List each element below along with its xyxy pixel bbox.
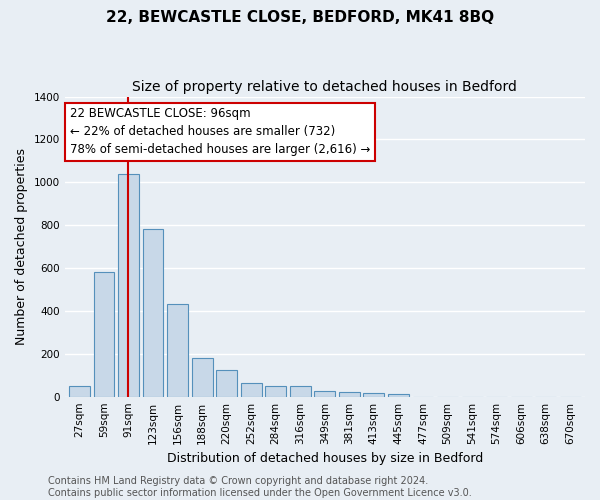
Text: 22 BEWCASTLE CLOSE: 96sqm
← 22% of detached houses are smaller (732)
78% of semi: 22 BEWCASTLE CLOSE: 96sqm ← 22% of detac… <box>70 108 370 156</box>
Bar <box>143 230 163 396</box>
Bar <box>69 386 90 396</box>
Bar <box>290 386 311 396</box>
Bar <box>241 382 262 396</box>
X-axis label: Distribution of detached houses by size in Bedford: Distribution of detached houses by size … <box>167 452 483 465</box>
Bar <box>94 272 115 396</box>
Title: Size of property relative to detached houses in Bedford: Size of property relative to detached ho… <box>133 80 517 94</box>
Bar <box>388 394 409 396</box>
Bar <box>364 394 385 396</box>
Text: Contains HM Land Registry data © Crown copyright and database right 2024.
Contai: Contains HM Land Registry data © Crown c… <box>48 476 472 498</box>
Bar <box>216 370 237 396</box>
Y-axis label: Number of detached properties: Number of detached properties <box>15 148 28 345</box>
Bar <box>339 392 360 396</box>
Bar <box>167 304 188 396</box>
Bar <box>265 386 286 396</box>
Text: 22, BEWCASTLE CLOSE, BEDFORD, MK41 8BQ: 22, BEWCASTLE CLOSE, BEDFORD, MK41 8BQ <box>106 10 494 25</box>
Bar <box>118 174 139 396</box>
Bar <box>191 358 212 397</box>
Bar <box>314 390 335 396</box>
